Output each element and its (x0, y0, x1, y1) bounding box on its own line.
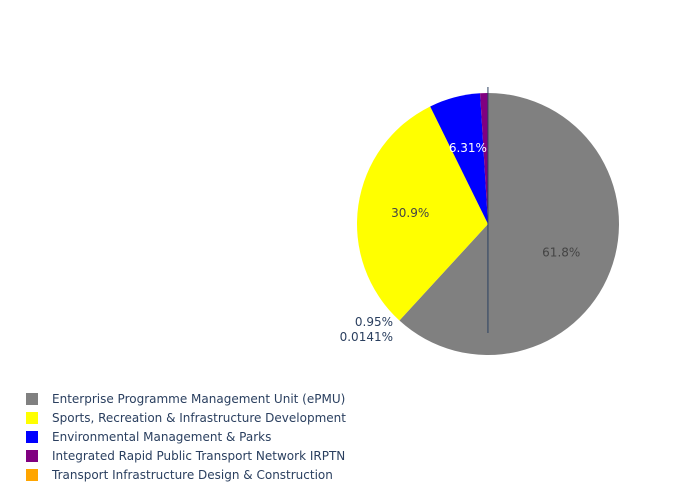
legend: Enterprise Programme Management Unit (eP… (26, 389, 446, 484)
legend-item-transport-infrastructure[interactable]: Transport Infrastructure Design & Constr… (26, 465, 446, 484)
legend-swatch (26, 411, 38, 424)
legend-label: Transport Infrastructure Design & Constr… (52, 467, 333, 482)
pie-slice-epmu[interactable] (399, 93, 619, 356)
legend-item-sports[interactable]: Sports, Recreation & Infrastructure Deve… (26, 408, 446, 427)
legend-swatch (26, 430, 38, 443)
pie-slice-environmental[interactable] (430, 93, 488, 224)
slice-label-irptn: 0.95% (355, 315, 393, 329)
pie-slice-sports[interactable] (357, 106, 488, 321)
slice-label-epmu: 61.8% (542, 246, 580, 260)
legend-label: Environmental Management & Parks (52, 429, 272, 444)
legend-item-environmental[interactable]: Environmental Management & Parks (26, 427, 446, 446)
slice-label-sports: 30.9% (391, 206, 429, 220)
legend-label: Integrated Rapid Public Transport Networ… (52, 448, 346, 463)
legend-swatch (26, 468, 38, 481)
slice-label-transport-infrastructure: 0.0141% (340, 330, 393, 344)
legend-label: Enterprise Programme Management Unit (eP… (52, 391, 346, 406)
legend-item-irptn[interactable]: Integrated Rapid Public Transport Networ… (26, 446, 446, 465)
slice-label-environmental: 6.31% (449, 141, 487, 155)
legend-swatch (26, 392, 38, 405)
legend-swatch (26, 449, 38, 462)
legend-label: Sports, Recreation & Infrastructure Deve… (52, 410, 346, 425)
legend-item-epmu[interactable]: Enterprise Programme Management Unit (eP… (26, 389, 446, 408)
pie-slice-irptn[interactable] (480, 93, 488, 224)
